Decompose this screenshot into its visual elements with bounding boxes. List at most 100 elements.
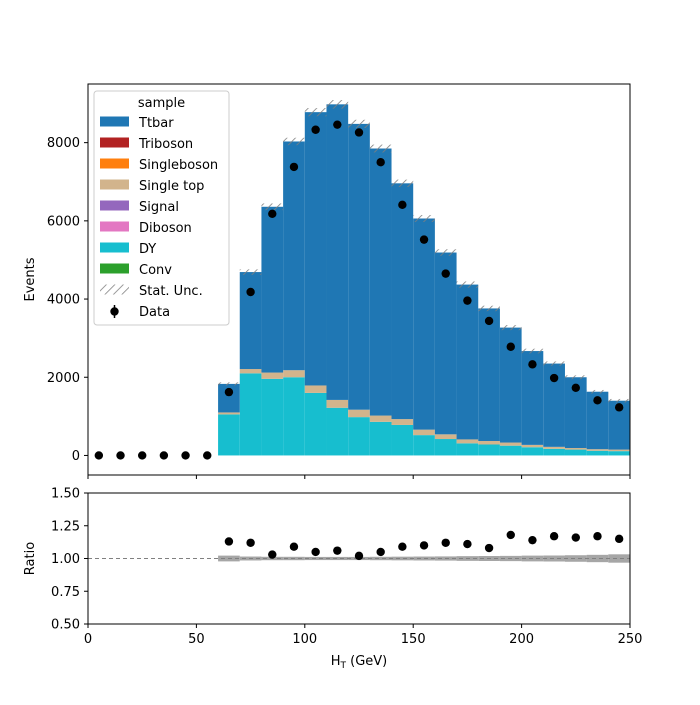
bar-single-top-17 — [456, 439, 479, 444]
bar-ttbar-7 — [239, 272, 262, 370]
main-plot-frame — [87, 83, 631, 476]
bar-ttbar-24 — [608, 400, 630, 450]
legend-label-diboson: Diboson — [139, 221, 192, 236]
ratio-point-6 — [354, 551, 364, 561]
bar-dy-8 — [261, 378, 284, 456]
ratio-point-13 — [506, 530, 515, 540]
stat-unc-19 — [499, 325, 522, 331]
data-point-11 — [333, 120, 342, 129]
ratio-point-1 — [246, 538, 255, 547]
bar-single-top-11 — [326, 399, 349, 408]
bar-single-top-13 — [369, 415, 392, 422]
stat-unc-21 — [543, 361, 565, 366]
ratio-x-axis-ticks: 0 50 100 150 200 250 — [84, 624, 643, 647]
stat-unc-15 — [413, 214, 435, 223]
main-x-axis-ticks — [87, 475, 631, 479]
stat-unc-23 — [586, 389, 609, 394]
ratio-xtick-label-4: 200 — [509, 632, 534, 647]
legend-title: sample — [138, 96, 185, 111]
ratio-band-15 — [543, 555, 565, 562]
ratio-y-axis-label: Ratio — [23, 542, 38, 575]
ratio-xtick-label-3: 150 — [401, 632, 426, 647]
bar-ttbar-14 — [391, 183, 414, 420]
ratio-point-5 — [333, 546, 342, 555]
data-point-4 — [181, 451, 190, 460]
bar-dy-16 — [434, 439, 457, 456]
data-point-5 — [203, 451, 212, 460]
data-point-1 — [116, 451, 125, 460]
ratio-xtick-label-1: 50 — [188, 632, 205, 647]
legend-items: Ttbar Triboson Singleboson Single top Signal… — [100, 116, 218, 320]
stacked-histogram-bars — [218, 104, 630, 456]
legend-swatch-signal — [100, 200, 129, 211]
bar-dy-23 — [586, 450, 609, 456]
main-ytick-label-8000: 8000 — [47, 136, 80, 151]
ratio-ytick-label-1: 0.75 — [51, 585, 80, 600]
bar-ttbar-8 — [261, 206, 284, 373]
legend-swatch-conv — [100, 263, 129, 274]
ratio-xtick-label-0: 0 — [84, 632, 92, 647]
ratio-point-10 — [441, 538, 450, 547]
bar-single-top-7 — [239, 369, 262, 374]
stat-uncertainty-band — [218, 100, 630, 403]
bar-single-top-6 — [218, 412, 240, 415]
ratio-xtick-label-5: 250 — [618, 632, 643, 647]
bar-single-top-20 — [521, 444, 544, 448]
bar-dy-9 — [283, 377, 305, 456]
bar-single-top-22 — [564, 448, 587, 450]
main-ytick-label-4000: 4000 — [47, 293, 80, 308]
data-point-23 — [593, 396, 602, 405]
stat-unc-22 — [564, 375, 587, 380]
x-axis-label-sub: T — [340, 661, 347, 671]
ratio-point-0 — [224, 537, 234, 546]
bar-dy-20 — [521, 447, 544, 456]
legend-label-data: Data — [139, 305, 170, 320]
bar-single-top-16 — [434, 434, 457, 440]
legend-swatch-single-top — [100, 179, 129, 190]
ratio-plot-panel: 0.50 0.75 1.00 1.25 1.50 0 50 100 150 200 250 Rat… — [23, 487, 642, 672]
ratio-point-8 — [398, 542, 407, 551]
legend-label-single-top: Single top — [139, 179, 204, 194]
bar-ttbar-15 — [413, 218, 435, 430]
ratio-ytick-label-0: 0.50 — [51, 618, 80, 633]
x-axis-label-main: H — [331, 654, 341, 669]
legend-label-ttbar: Ttbar — [138, 116, 174, 131]
bar-single-top-15 — [413, 429, 435, 436]
ratio-point-18 — [614, 534, 624, 544]
bar-single-top-14 — [391, 419, 414, 425]
data-points — [94, 120, 624, 460]
ratio-point-9 — [419, 541, 429, 550]
data-point-2 — [138, 451, 147, 460]
stat-unc-12 — [348, 119, 370, 128]
data-point-12 — [354, 128, 364, 137]
bar-dy-15 — [413, 435, 435, 456]
bar-dy-22 — [564, 449, 587, 456]
data-point-14 — [398, 200, 407, 210]
bar-ttbar-11 — [326, 104, 349, 400]
bar-ttbar-6 — [218, 383, 240, 413]
bar-single-top-10 — [304, 385, 327, 393]
legend-swatch-dy — [100, 242, 129, 253]
ratio-points — [224, 530, 624, 561]
data-point-17 — [463, 296, 472, 305]
data-point-21 — [549, 373, 559, 383]
bar-dy-24 — [608, 451, 630, 456]
bar-ttbar-22 — [564, 377, 587, 449]
data-point-3 — [159, 451, 169, 460]
data-point-7 — [246, 287, 255, 297]
main-ytick-label-2000: 2000 — [47, 371, 80, 386]
ratio-point-2 — [268, 550, 277, 559]
legend-label-signal: Signal — [139, 200, 179, 215]
legend-swatch-stat-unc — [100, 284, 129, 295]
bar-dy-19 — [499, 445, 522, 456]
legend-marker-data — [110, 307, 119, 316]
data-point-9 — [289, 162, 299, 172]
bar-ttbar-9 — [283, 141, 305, 371]
bar-dy-10 — [304, 392, 327, 456]
bar-single-top-19 — [499, 442, 522, 446]
ratio-point-11 — [463, 539, 472, 549]
bar-ttbar-18 — [478, 308, 500, 441]
bar-ttbar-16 — [434, 252, 457, 435]
